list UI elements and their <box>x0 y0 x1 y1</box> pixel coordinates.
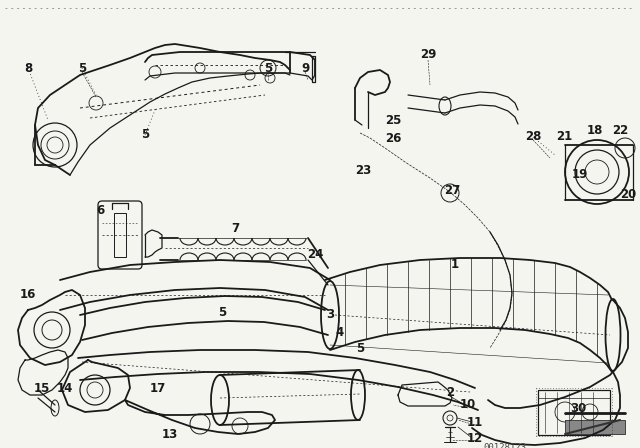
Text: 00128123: 00128123 <box>483 443 526 448</box>
Text: 7: 7 <box>231 221 239 234</box>
Text: 21: 21 <box>556 130 572 143</box>
Text: 5: 5 <box>141 129 149 142</box>
Text: 27: 27 <box>444 184 460 197</box>
Bar <box>114 213 126 257</box>
Text: 15: 15 <box>34 382 50 395</box>
Text: 25: 25 <box>385 113 401 126</box>
Text: 20: 20 <box>620 189 636 202</box>
Text: 24: 24 <box>307 249 323 262</box>
Text: 3: 3 <box>326 309 334 322</box>
Text: 6: 6 <box>96 203 104 216</box>
Text: 5: 5 <box>356 341 364 354</box>
Text: 5: 5 <box>78 61 86 74</box>
Text: 29: 29 <box>420 48 436 61</box>
Text: 2: 2 <box>446 387 454 400</box>
Bar <box>538 390 610 435</box>
Text: 4: 4 <box>336 327 344 340</box>
Text: 17: 17 <box>150 382 166 395</box>
Text: 1: 1 <box>451 258 459 271</box>
Text: 5: 5 <box>264 61 272 74</box>
Text: 18: 18 <box>587 124 603 137</box>
Text: 14: 14 <box>57 382 73 395</box>
Text: 11: 11 <box>467 415 483 428</box>
Text: 12: 12 <box>467 431 483 444</box>
Text: 10: 10 <box>460 399 476 412</box>
Text: 5: 5 <box>218 306 226 319</box>
Text: 9: 9 <box>301 61 309 74</box>
Text: 22: 22 <box>612 124 628 137</box>
Text: 8: 8 <box>24 61 32 74</box>
Text: 13: 13 <box>162 428 178 441</box>
Bar <box>565 420 625 434</box>
Text: 16: 16 <box>20 289 36 302</box>
Text: 30: 30 <box>570 401 586 414</box>
Text: 19: 19 <box>572 168 588 181</box>
Text: 28: 28 <box>525 130 541 143</box>
Text: 26: 26 <box>385 132 401 145</box>
Bar <box>565 420 625 434</box>
Text: 23: 23 <box>355 164 371 177</box>
